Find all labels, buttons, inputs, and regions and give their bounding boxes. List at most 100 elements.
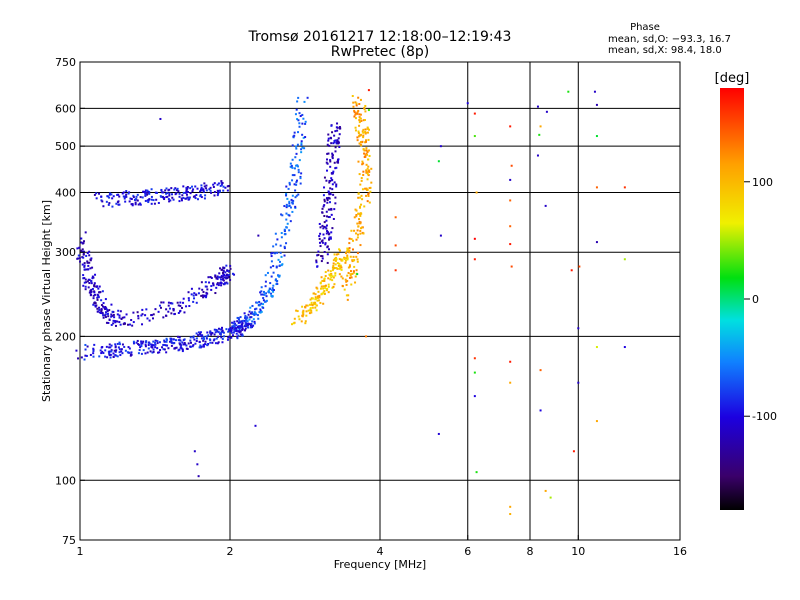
- data-point: [355, 269, 358, 272]
- data-point: [80, 237, 83, 240]
- data-point: [303, 147, 306, 150]
- data-point: [150, 343, 153, 346]
- data-point: [263, 300, 266, 303]
- data-point: [262, 306, 265, 309]
- data-point: [222, 269, 225, 272]
- data-point: [157, 201, 160, 204]
- data-point: [150, 198, 153, 201]
- data-point: [100, 304, 103, 307]
- data-point: [202, 188, 205, 191]
- data-point: [148, 342, 151, 345]
- data-point: [183, 311, 186, 314]
- data-point: [241, 322, 244, 325]
- data-point: [105, 345, 108, 348]
- data-point: [300, 151, 303, 154]
- data-point: [368, 154, 371, 157]
- data-point: [331, 154, 334, 157]
- data-point: [238, 320, 241, 323]
- data-point: [509, 360, 512, 363]
- data-point: [330, 124, 333, 127]
- data-point: [360, 227, 363, 230]
- data-point: [326, 169, 329, 172]
- plot-area: 1 2 4 6 8 10 16 75 100 200 300 400 500 600 750: [55, 56, 687, 558]
- data-point: [158, 351, 161, 354]
- data-point: [363, 152, 366, 155]
- data-point: [320, 292, 323, 295]
- data-point: [337, 137, 340, 140]
- data-point: [304, 120, 307, 123]
- data-point: [312, 292, 315, 295]
- data-point: [238, 331, 241, 334]
- data-point: [186, 186, 189, 189]
- data-point: [291, 210, 294, 213]
- data-point: [182, 343, 185, 346]
- data-point: [366, 151, 369, 154]
- data-point: [353, 109, 356, 112]
- data-point: [366, 173, 369, 176]
- data-point: [249, 306, 252, 309]
- data-point: [327, 190, 330, 193]
- data-point: [360, 194, 363, 197]
- data-point: [321, 207, 324, 210]
- data-point: [210, 288, 213, 291]
- chart-subtitle: RwPretec (8p): [331, 44, 429, 60]
- data-point: [334, 259, 337, 262]
- data-point: [195, 301, 198, 304]
- data-point: [161, 195, 164, 198]
- data-point: [226, 274, 229, 277]
- data-point: [359, 244, 362, 247]
- data-point: [201, 294, 204, 297]
- data-point: [539, 369, 542, 372]
- data-point: [132, 196, 135, 199]
- data-point: [187, 291, 190, 294]
- data-point: [247, 313, 250, 316]
- data-point: [90, 257, 93, 260]
- data-point: [270, 295, 273, 298]
- data-point: [248, 310, 251, 313]
- data-point: [280, 232, 283, 235]
- data-point: [191, 190, 194, 193]
- data-point: [110, 323, 113, 326]
- data-point: [202, 344, 205, 347]
- y-tick-label: 400: [55, 186, 76, 199]
- data-point: [172, 338, 175, 341]
- data-point: [185, 188, 188, 191]
- data-point: [110, 349, 113, 352]
- data-point: [160, 188, 163, 191]
- data-point: [572, 450, 575, 453]
- data-point: [314, 306, 317, 309]
- data-point: [131, 324, 134, 327]
- data-point: [118, 341, 121, 344]
- data-point: [363, 156, 366, 159]
- data-point: [192, 344, 195, 347]
- data-point: [337, 140, 340, 143]
- data-point: [365, 147, 368, 150]
- data-point: [111, 205, 114, 208]
- data-point: [288, 202, 291, 205]
- data-point: [302, 309, 305, 312]
- data-point: [274, 279, 277, 282]
- data-point: [304, 320, 307, 323]
- data-point: [358, 142, 361, 145]
- data-point: [322, 302, 325, 305]
- data-point: [156, 340, 159, 343]
- data-point: [169, 337, 172, 340]
- data-point: [219, 267, 222, 270]
- data-point: [221, 275, 224, 278]
- data-point: [358, 218, 361, 221]
- data-point: [193, 195, 196, 198]
- data-point: [140, 345, 143, 348]
- data-point: [323, 200, 326, 203]
- data-point: [101, 312, 104, 315]
- data-point: [288, 183, 291, 186]
- data-point: [357, 109, 360, 112]
- data-point: [291, 194, 294, 197]
- y-tick-label: 75: [62, 534, 76, 547]
- data-point: [118, 314, 121, 317]
- data-point: [203, 337, 206, 340]
- data-point: [171, 193, 174, 196]
- data-point: [110, 303, 113, 306]
- data-point: [108, 193, 111, 196]
- data-point: [98, 192, 101, 195]
- data-point: [359, 205, 362, 208]
